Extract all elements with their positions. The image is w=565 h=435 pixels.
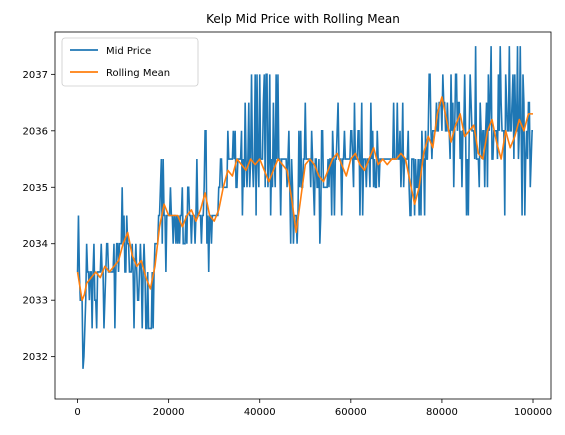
series-line-rolling-mean bbox=[76, 96, 534, 301]
y-tick-label: 2037 bbox=[23, 70, 48, 81]
y-tick-label: 2035 bbox=[23, 183, 48, 194]
y-tick-label: 2034 bbox=[23, 239, 48, 250]
y-axis: 2032 2033 2034 2035 2036 2037 bbox=[23, 70, 55, 363]
x-tick-label: 0 bbox=[74, 407, 80, 418]
x-tick-label: 20000 bbox=[153, 407, 185, 418]
chart-title: Kelp Mid Price with Rolling Mean bbox=[206, 12, 400, 26]
y-tick-label: 2033 bbox=[23, 296, 48, 307]
series-layer bbox=[76, 46, 534, 369]
legend: Mid Price Rolling Mean bbox=[61, 37, 199, 87]
x-tick-label: 100000 bbox=[514, 407, 552, 418]
x-axis: 0 20000 40000 60000 80000 100000 bbox=[74, 399, 552, 418]
x-tick-label: 80000 bbox=[426, 407, 458, 418]
plot-frame bbox=[54, 31, 552, 400]
y-tick-label: 2036 bbox=[23, 126, 48, 137]
series-line-mid-price bbox=[76, 46, 534, 369]
x-tick-label: 40000 bbox=[244, 407, 276, 418]
legend-label-rolling-mean: Rolling Mean bbox=[106, 68, 170, 79]
legend-label-mid-price: Mid Price bbox=[106, 46, 151, 57]
x-tick-label: 60000 bbox=[335, 407, 367, 418]
y-tick-label: 2032 bbox=[23, 352, 48, 363]
